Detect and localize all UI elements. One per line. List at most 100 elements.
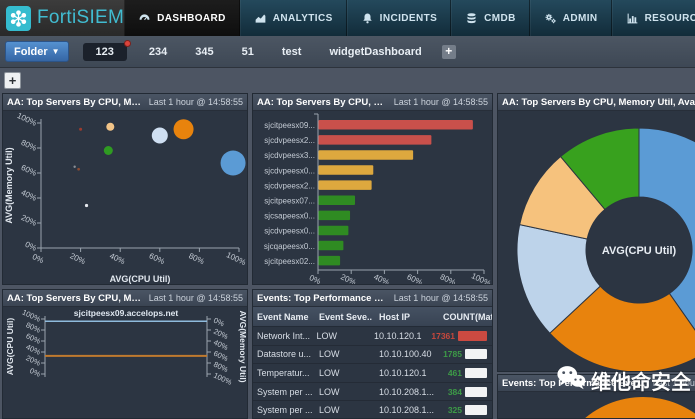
svg-text:20%: 20% — [68, 251, 86, 266]
svg-text:60%: 60% — [20, 163, 38, 178]
count-value: 1785 — [443, 349, 462, 360]
widget-bubble-chart: AA: Top Servers By CPU, Memory U... Last… — [2, 93, 248, 285]
svg-text:80%: 80% — [20, 138, 38, 153]
svg-text:sjcsapeesx0...: sjcsapeesx0... — [264, 212, 315, 221]
nav-tab-analytics[interactable]: ANALYTICS — [239, 0, 347, 36]
svg-text:AVG(CPU Util): AVG(CPU Util) — [110, 274, 171, 284]
zoom-in-button[interactable]: + — [4, 72, 21, 89]
incidents-icon — [361, 12, 374, 25]
svg-text:sjcdvpeesx2...: sjcdvpeesx2... — [264, 181, 315, 190]
nav-tab-resources[interactable]: RESOURCES — [611, 0, 695, 36]
svg-text:20%: 20% — [339, 272, 357, 285]
svg-text:AVG(Memory Util): AVG(Memory Util) — [4, 147, 14, 223]
line-chart: 100% 80% 60% 40% 20% 0% 0% 20% 40% 60% 80% 100% AVG(… — [3, 307, 247, 418]
table-row[interactable]: System per ... LOW 10.10.208.1... 325 — [253, 401, 492, 418]
add-dashboard-button[interactable]: + — [441, 44, 456, 59]
svg-text:80%: 80% — [439, 272, 457, 285]
wechat-icon — [556, 364, 586, 396]
dashboard-tab-345[interactable]: 345 — [195, 45, 214, 58]
nav-tab-dashboard[interactable]: DASHBOARD — [124, 0, 240, 36]
widget-titlebar[interactable]: AA: Top Servers By CPU, Memory U... Last… — [253, 94, 492, 111]
brand: FortiSIEM — [0, 0, 124, 36]
nav-tab-admin[interactable]: ADMIN — [529, 0, 612, 36]
svg-text:sjcdvpeesx3...: sjcdvpeesx3... — [264, 151, 315, 160]
svg-text:80%: 80% — [187, 251, 205, 266]
nav-tab-incidents[interactable]: INCIDENTS — [346, 0, 452, 36]
svg-text:100%: 100% — [16, 111, 38, 128]
dashboard-tab-51[interactable]: 51 — [241, 45, 254, 58]
svg-text:sjcqapeesx0...: sjcqapeesx0... — [264, 242, 315, 251]
column-header[interactable]: Event Seve.. — [319, 311, 373, 322]
widget-title: Events: Top Performance Event Ty... — [257, 292, 388, 304]
dashboard-icon — [138, 12, 151, 25]
events-table: Event Name Event Seve.. Host IP COUNT(Mat..… — [253, 307, 492, 418]
widget-title: AA: Top Servers By CPU, Memory U... — [7, 292, 143, 304]
widget-title: AA: Top Servers By CPU, Memory U... — [7, 96, 143, 108]
nav-tab-cmdb[interactable]: CMDB — [451, 0, 530, 36]
svg-text:100%: 100% — [470, 271, 492, 285]
widget-titlebar[interactable]: AA: Top Servers By CPU, Memory U... Last… — [3, 290, 247, 307]
dashboard-tab-test[interactable]: test — [281, 45, 302, 58]
svg-text:0%: 0% — [308, 273, 322, 285]
count-cell: 384 — [439, 386, 492, 397]
count-cell: 325 — [439, 405, 492, 416]
fortisiem-logo-icon — [6, 5, 31, 31]
column-header[interactable]: Event Name — [257, 311, 309, 322]
dashboard-tab-123[interactable]: 123 — [82, 39, 131, 61]
widget-titlebar[interactable]: Events: Top Performance Event Ty... Last… — [253, 290, 492, 307]
table-row[interactable]: System per ... LOW 10.10.208.1... 384 — [253, 383, 492, 402]
nav-tab-label: INCIDENTS — [379, 12, 438, 24]
widget-time-range: Last 1 hour @ 14:58:55 — [393, 97, 488, 107]
bubble-chart: 0% 20% 40% 60% 80% 100% 0% 20% 40% 60% 80% 100% AVG(… — [3, 111, 247, 284]
widget-titlebar[interactable]: AA: Top Servers By CPU, Memory U... Last… — [3, 94, 247, 111]
host-ip-cell: 10.10.208.1... — [379, 405, 435, 416]
widget-line-chart: AA: Top Servers By CPU, Memory U... Last… — [2, 289, 248, 419]
table-row[interactable]: Temperatur... LOW 10.10.120.1 461 — [253, 364, 492, 383]
widget-titlebar[interactable]: Events: Top Performance Event Ty... Last… — [498, 375, 695, 392]
folder-dropdown-button[interactable]: Folder ▼ — [5, 41, 69, 62]
svg-text:0%: 0% — [24, 240, 38, 253]
event-severity-cell: LOW — [319, 349, 340, 360]
svg-text:AVG(Memory Util): AVG(Memory Util) — [238, 310, 247, 382]
svg-text:sjcitpeesx07...: sjcitpeesx07... — [264, 197, 315, 206]
column-header[interactable]: COUNT(Mat.. — [443, 311, 492, 322]
dashboard-tab-widgetDashboard[interactable]: widgetDashboard — [329, 45, 422, 58]
event-name-cell: Datastore u... — [257, 349, 312, 360]
host-ip-cell: 10.10.100.40 — [379, 349, 432, 360]
nav-tab-label: ANALYTICS — [272, 12, 333, 24]
table-header-row: Event Name Event Seve.. Host IP COUNT(Mat.. — [253, 307, 492, 327]
count-value: 384 — [447, 386, 462, 397]
svg-text:sjcdvpeesx0...: sjcdvpeesx0... — [264, 166, 315, 175]
count-value: 17361 — [431, 330, 455, 341]
count-cell: 461 — [439, 367, 492, 378]
event-severity-cell: LOW — [319, 386, 340, 397]
widget-time-range: Last 1 hour @ 14:58:55 — [148, 293, 243, 303]
column-header[interactable]: Host IP — [379, 311, 411, 322]
widget-time-range: Last 1 hour @ 14:58:55 — [393, 293, 488, 303]
svg-text:0%: 0% — [31, 252, 45, 265]
events-table-grid: Event Name Event Seve.. Host IP COUNT(Mat..… — [253, 307, 492, 418]
svg-text:60%: 60% — [148, 251, 166, 266]
table-row[interactable]: Datastore u... LOW 10.10.100.40 1785 — [253, 346, 492, 365]
widget-titlebar[interactable]: AA: Top Servers By CPU, Memory Util, Ava… — [498, 94, 695, 111]
svg-text:sjcitpeesx02...: sjcitpeesx02... — [264, 257, 315, 266]
nav-tab-label: DASHBOARD — [157, 12, 226, 24]
analytics-icon — [254, 12, 267, 25]
widget-title: AA: Top Servers By CPU, Memory Util, Ava… — [502, 96, 695, 108]
event-severity-cell: LOW — [319, 405, 340, 416]
svg-text:sjcitpeesx09...: sjcitpeesx09... — [264, 121, 315, 130]
svg-text:AVG(CPU Util): AVG(CPU Util) — [602, 245, 677, 257]
notification-badge — [123, 39, 131, 47]
svg-text:60%: 60% — [405, 272, 423, 285]
table-row[interactable]: Network Int... LOW 10.10.120.1 17361 — [253, 327, 492, 346]
line-chart-svg: 100%80%60%40%20%0%0%20%40%60%80%100%AVG(… — [5, 308, 247, 388]
event-severity-cell: LOW — [319, 367, 340, 378]
cmdb-icon — [465, 12, 478, 25]
svg-text:100%: 100% — [225, 250, 247, 267]
widget-time-range: Last 1 hour @ 14:58:55 — [652, 378, 695, 388]
dashboard-tab-234[interactable]: 234 — [148, 45, 168, 58]
count-bar — [465, 405, 487, 416]
widget-time-range: Last 1 hour @ 14:58:55 — [148, 97, 243, 107]
events-2-chart-svg — [585, 397, 695, 418]
watermark-text: 维他命安全 — [591, 371, 691, 394]
